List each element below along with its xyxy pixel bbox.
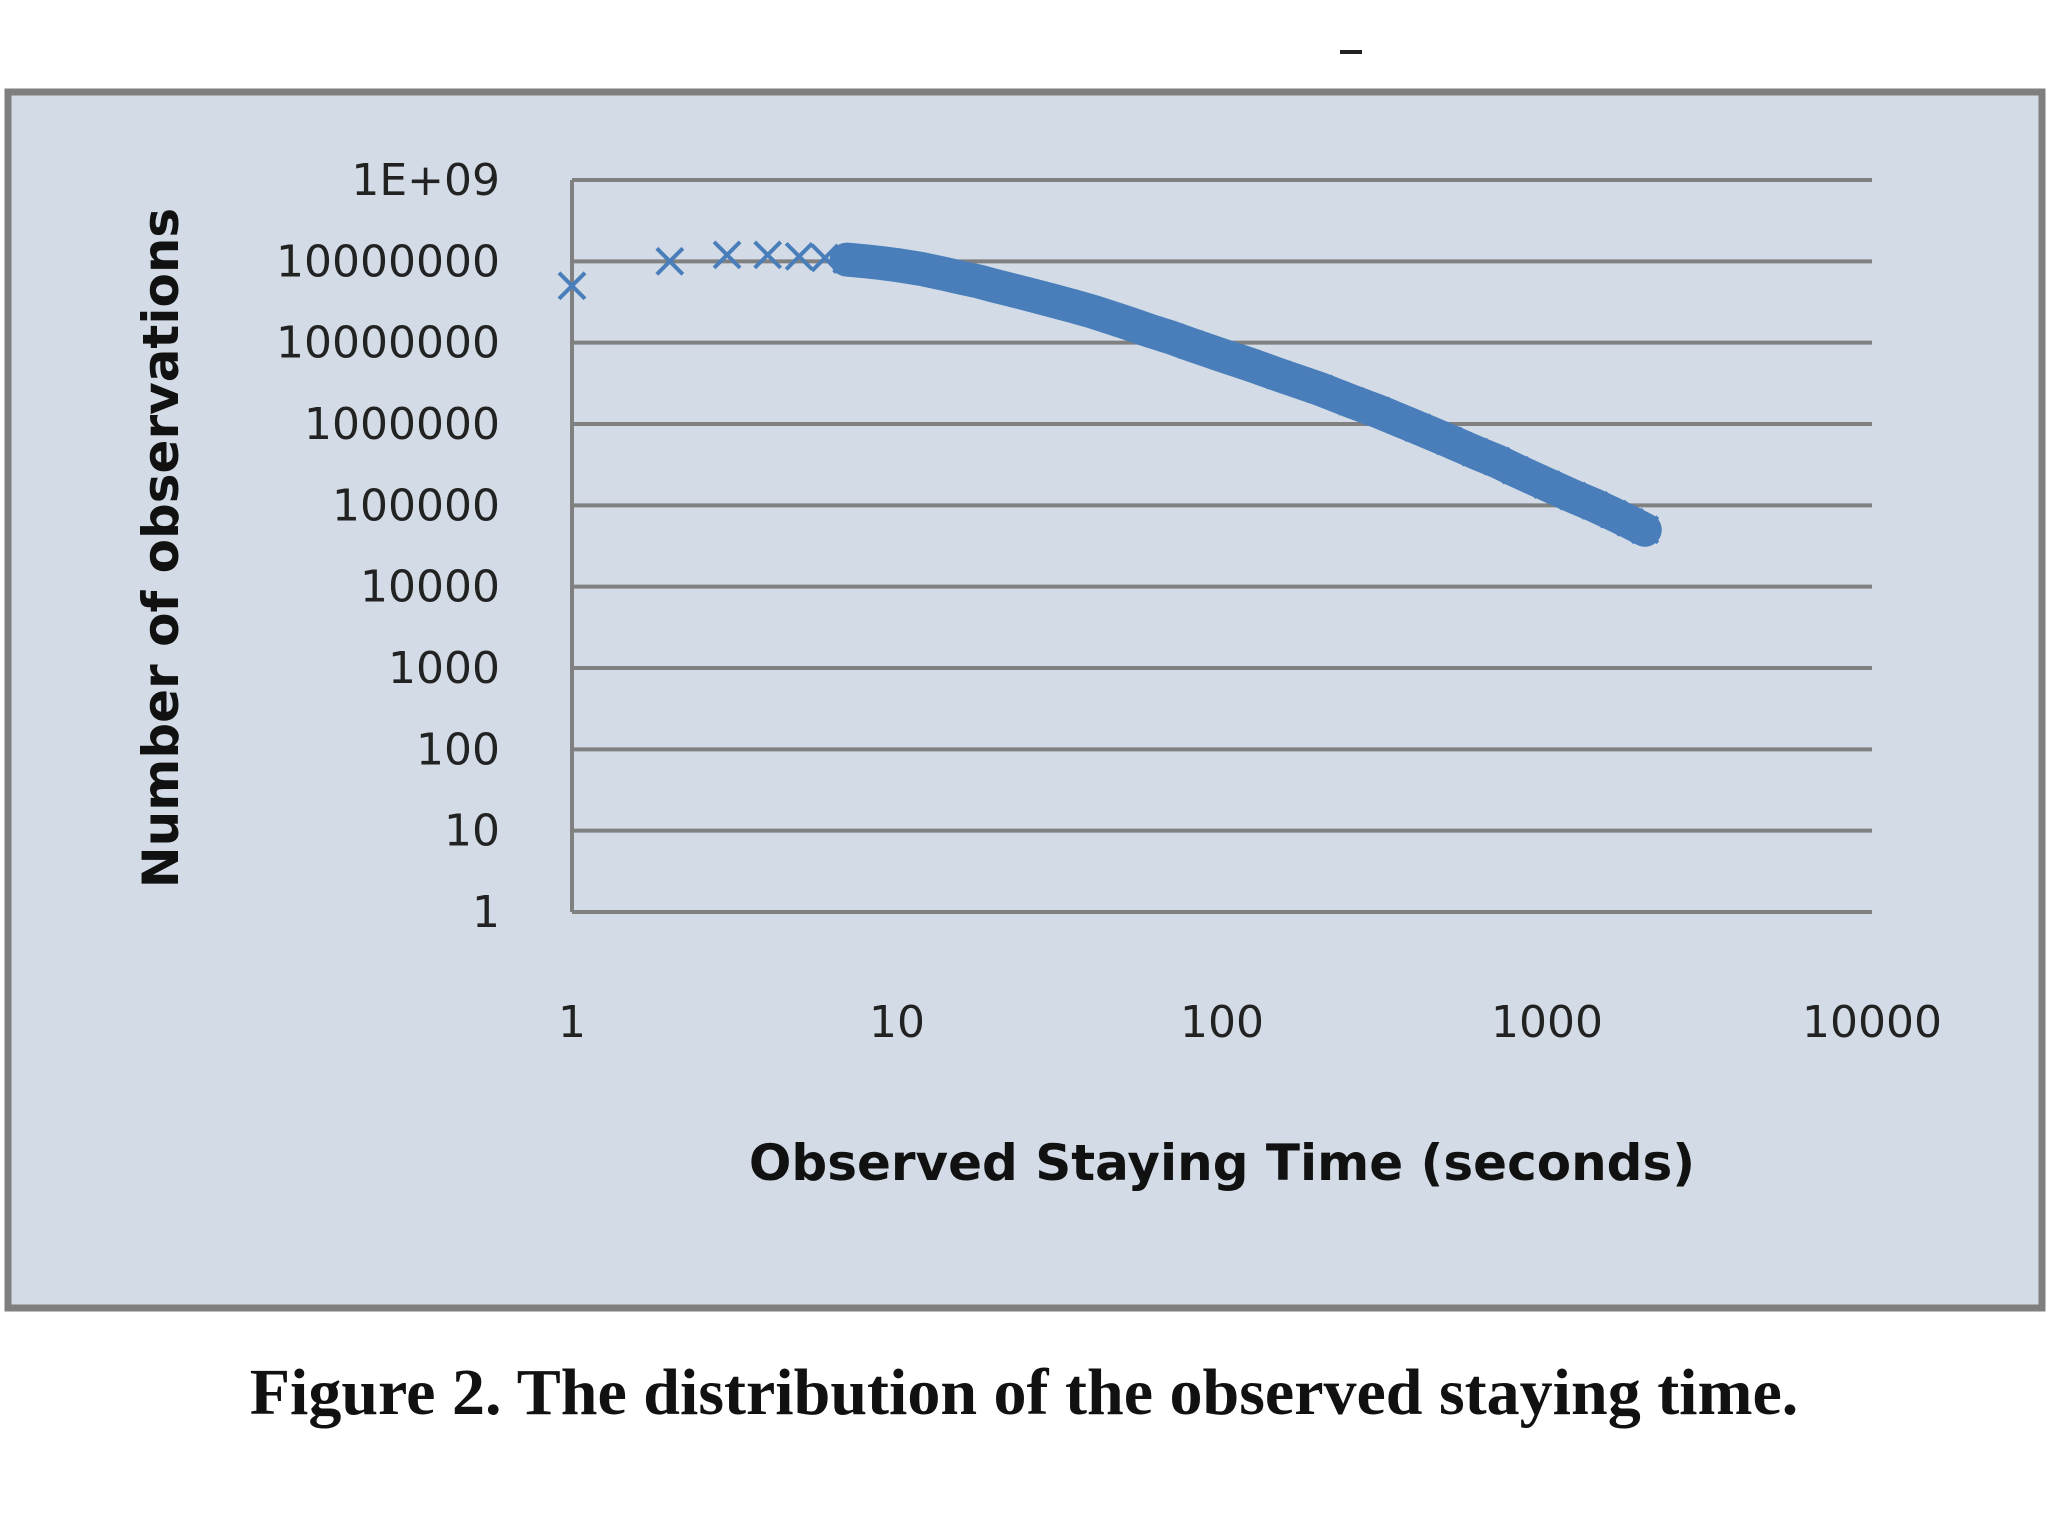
y-tick-label: 100000: [332, 480, 500, 531]
y-tick-label: 10: [444, 806, 500, 857]
grid-lines: [572, 178, 1872, 914]
x-tick-labels: 1 10 100 1000 10000: [558, 997, 1942, 1048]
y-tick-label: 100: [416, 724, 500, 775]
y-axis-title: Number of observations: [132, 208, 190, 888]
data-point: [557, 271, 587, 301]
y-tick-label: 10000000: [276, 236, 500, 287]
y-tick-labels: 1 10 100 1000 10000 100000 1000000 10000000 1000…: [276, 155, 500, 938]
x-tick-label: 10000: [1802, 997, 1942, 1048]
stray-dash-mark: [1340, 50, 1362, 54]
x-tick-label: 1000: [1491, 997, 1603, 1048]
data-point: [655, 246, 685, 276]
y-tick-label: 1000000: [304, 399, 500, 450]
x-tick-label: 10: [869, 997, 925, 1048]
series-dense-band: [829, 242, 1662, 547]
data-point: [753, 240, 783, 270]
x-tick-label: 100: [1180, 997, 1264, 1048]
x-tick-label: 1: [558, 997, 586, 1048]
y-tick-label: 10000: [360, 562, 500, 613]
y-tick-label: 10000000: [276, 318, 500, 369]
chart: 1 10 100 1000 10000 100000 1000000 10000000 1000…: [4, 88, 2046, 1312]
data-point: [784, 241, 814, 271]
y-tick-label: 1000: [388, 643, 500, 694]
x-axis-title: Observed Staying Time (seconds): [749, 1134, 1695, 1192]
data-points: [557, 240, 1662, 547]
figure-caption: Figure 2. The distribution of the observ…: [249, 1356, 1799, 1429]
y-tick-label: 1E+09: [351, 155, 500, 206]
y-tick-label: 1: [472, 887, 500, 938]
data-point: [712, 240, 742, 270]
